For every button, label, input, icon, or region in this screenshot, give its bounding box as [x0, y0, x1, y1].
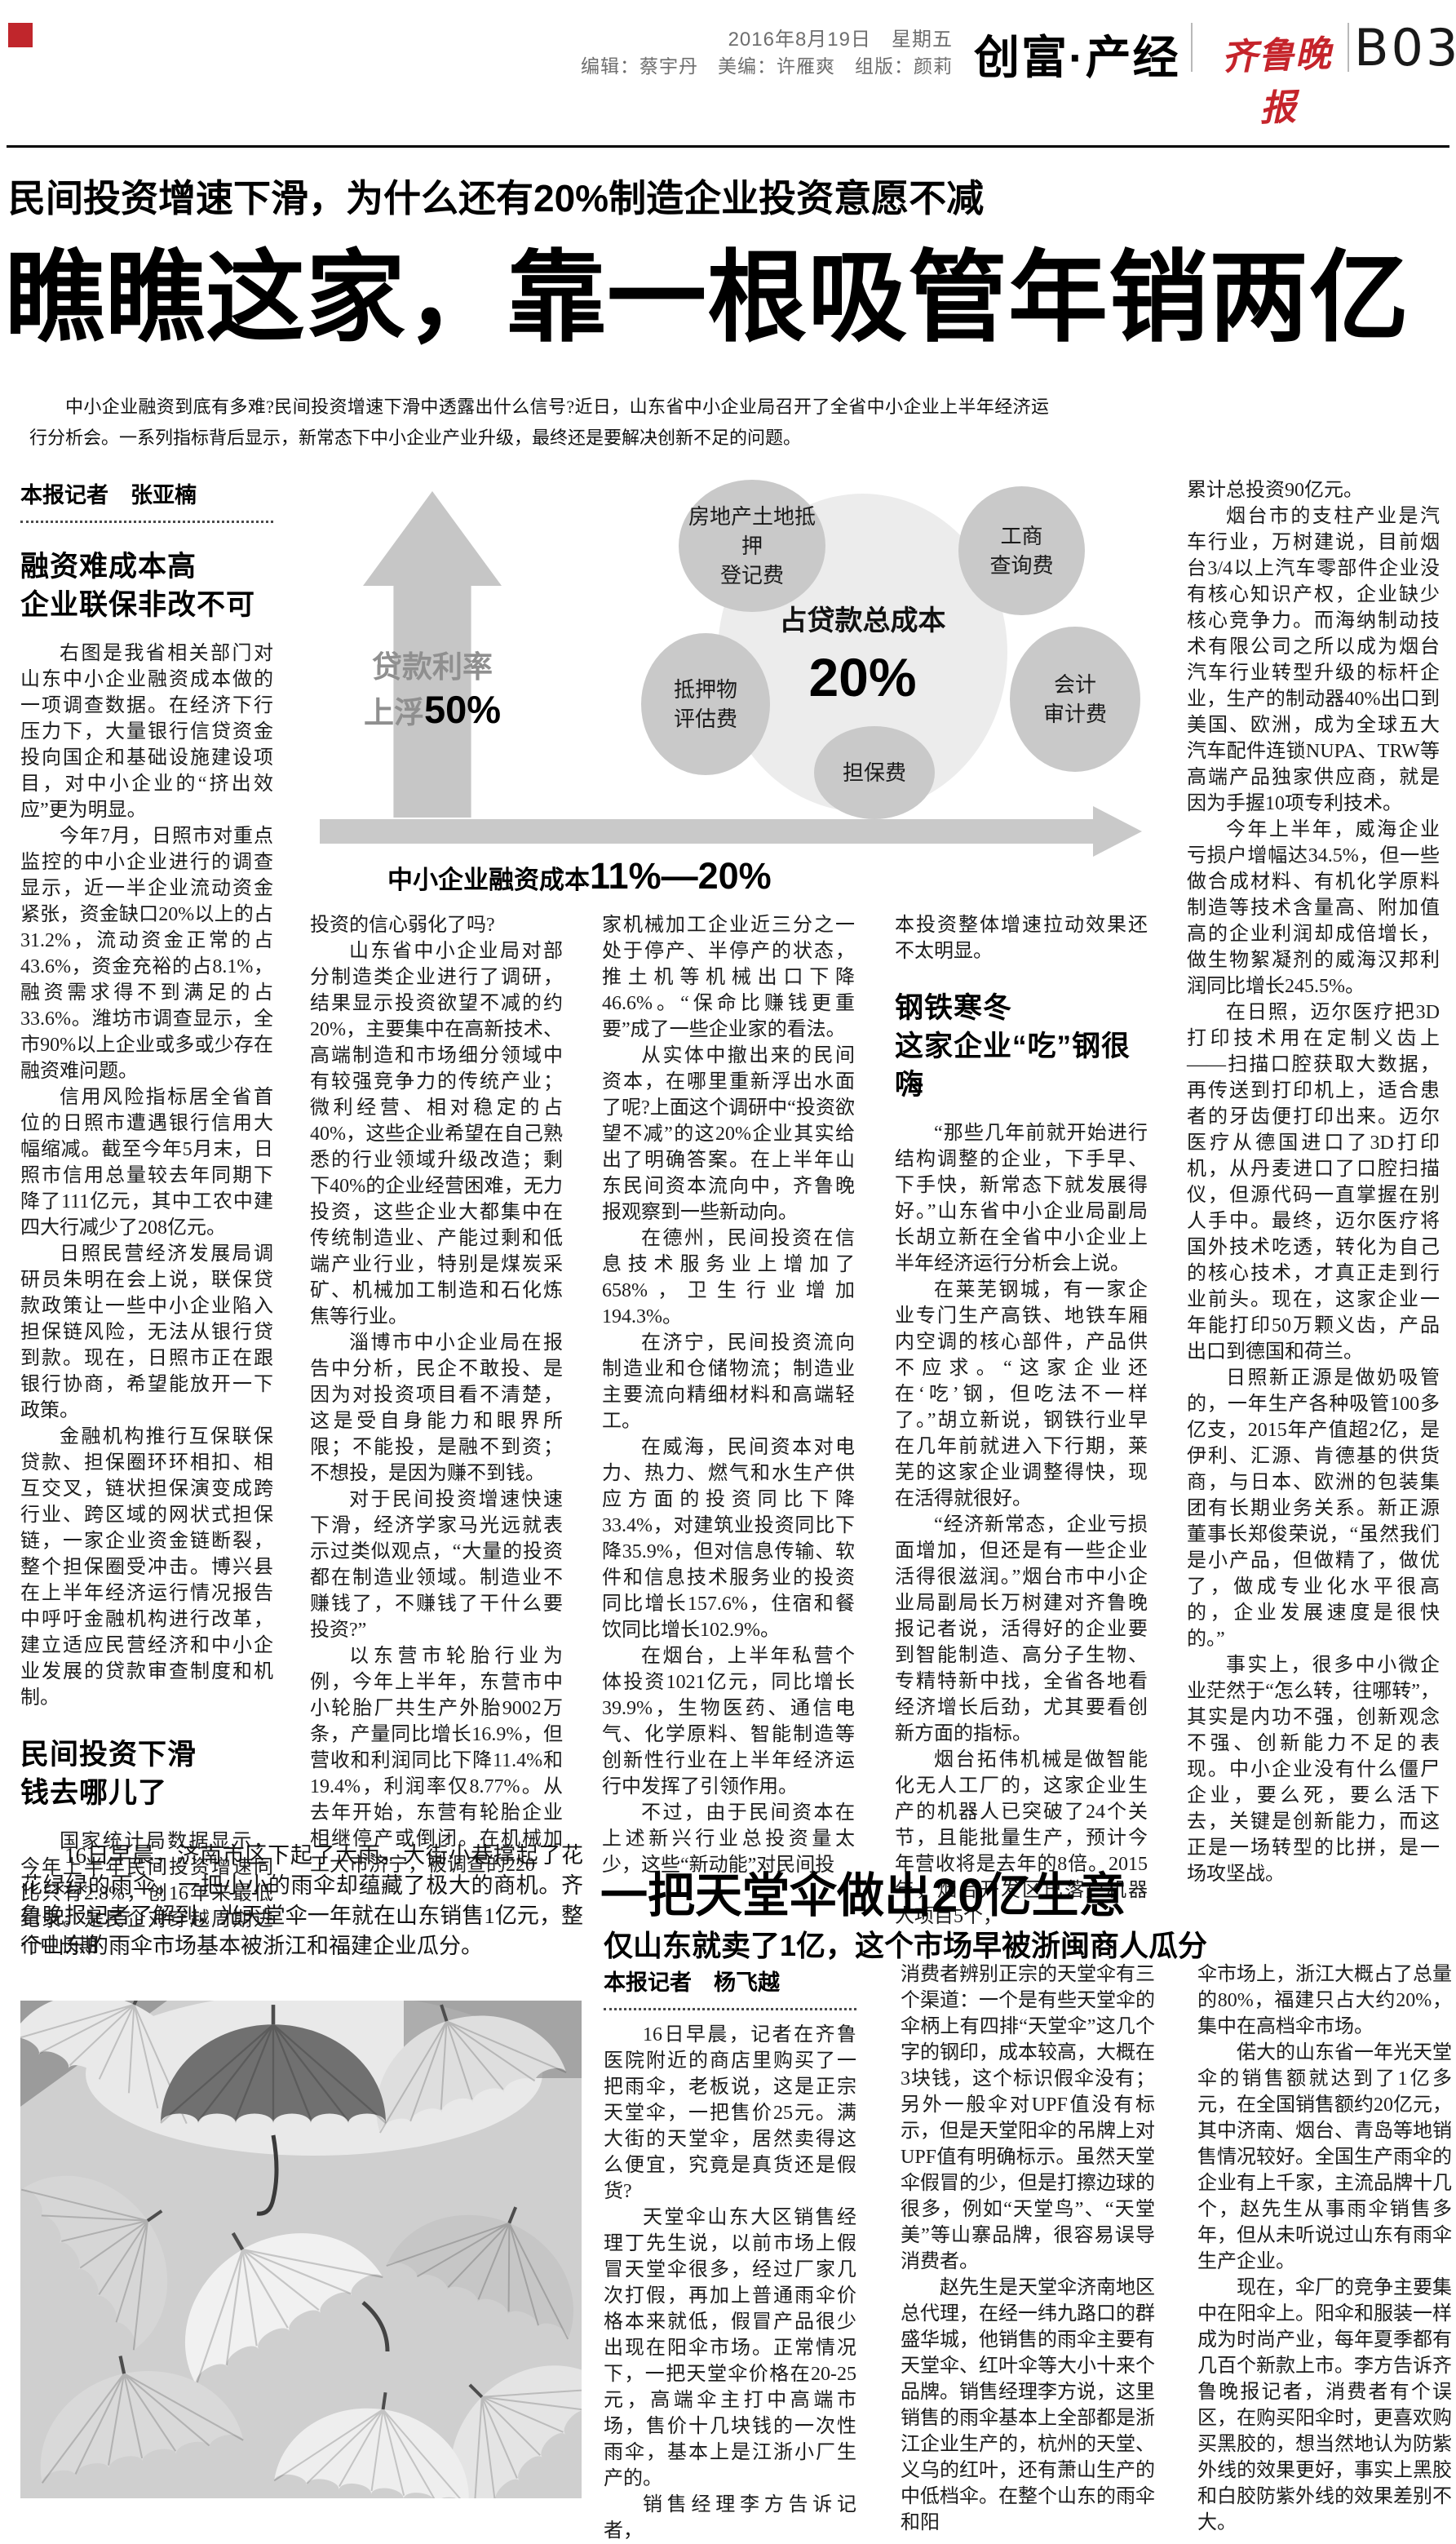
- caption-label: 中小企业融资成本: [387, 866, 590, 894]
- umbrella-photo-graphic: [20, 2001, 582, 2498]
- fee-bubble-collateral-appraisal: 抵押物 评估费: [641, 633, 770, 775]
- paragraph: 国家统计局数据显示，今年上半年民间投资增速同比只有2.8%，创16年来最低纪录。…: [20, 1831, 273, 1957]
- paragraph: 本投资整体增速拉动效果还不太明显。: [895, 915, 1148, 962]
- story2-column-1: 16日早晨，记者在齐鲁医院附近的商店里购买了一把雨伞，老板说，这是正宗天堂伞，一…: [604, 2022, 856, 2544]
- masthead-divider: [1348, 23, 1349, 72]
- masthead-date: 2016年8月19日 星期五: [728, 29, 953, 51]
- paragraph: 现在，伞厂的竞争主要集中在阳伞上。阳伞和服装一样成为时尚产业，每年夏季都有几百个…: [1197, 2277, 1452, 2533]
- paragraph: “那些几年前就开始进行结构调整的企业，下手早、下手快，新常态下就发展得好。”山东…: [895, 1123, 1148, 1274]
- story1-subhead-financing: 融资难成本高 企业联保非改不可: [20, 551, 256, 621]
- story1-column-4: 本投资整体增速拉动效果还不太明显。 钢铁寒冬 这家企业“吃”钢很嗨 “那些几年前…: [895, 912, 1148, 1930]
- caption-value: 11%—20%: [590, 855, 772, 897]
- story1-subhead-steel: 钢铁寒冬 这家企业“吃”钢很嗨: [895, 992, 1131, 1101]
- paragraph: 对于民间投资增速快速下滑，经济学家马光远就表示过类似观点，“大量的投资都在制造业…: [310, 1489, 563, 1641]
- masthead-staff: 编辑：蔡宇丹 美编：许雁爽 组版：颜莉: [581, 55, 953, 77]
- masthead-divider: [1191, 23, 1193, 72]
- paper-logo: 齐鲁晚报: [1220, 33, 1333, 129]
- paragraph: 在威海，民间资本对电力、热力、燃气和水生产供应方面的投资同比下降33.4%，对建…: [602, 1437, 855, 1641]
- paragraph: 累计总投资90亿元。: [1187, 480, 1363, 501]
- story1-column-2: 投资的信心弱化了吗? 山东省中小企业局对部分制造类企业进行了调研，结果显示投资欲…: [310, 912, 563, 1878]
- paragraph: 日照民营经济发展局调研员朱明在会上说，联保贷款政策让一些中小企业陷入担保链风险，…: [20, 1243, 273, 1421]
- fee-bubble-business-query: 工商 查询费: [958, 486, 1085, 615]
- lead-intro: 中小企业融资到底有多难?民间投资增速下滑中透露出什么信号?近日，山东省中小企业局…: [29, 397, 1049, 448]
- paragraph: 信用风险指标居全省首位的日照市遭遇银行信用大幅缩减。截至今年5月末，日照市信用总…: [20, 1087, 273, 1239]
- paragraph: 日照新正源是做奶吸管的，一年生产各种吸管100多亿支，2015年产值超2亿，是伊…: [1187, 1367, 1440, 1650]
- masthead-rule: [7, 145, 1449, 148]
- total-cost-label: 占贷款总成本: [779, 605, 946, 636]
- paragraph: 天堂伞山东大区销售经理丁先生说，以前市场上假冒天堂伞很多，经过厂家几次打假，再加…: [604, 2207, 856, 2489]
- paragraph: 以东营市轮胎行业为例，今年上半年，东营市中小轮胎厂共生产外胎9002万条，产量同…: [310, 1646, 563, 1876]
- paragraph: 在德州，民间投资在信息技术服务业上增加了658%，卫生行业增加194.3%。: [602, 1228, 855, 1327]
- page-number: B03: [1354, 18, 1456, 78]
- paragraph: 消费者辨别正宗的天堂伞有三个渠道：一个是有些天堂伞的伞柄上有四排“天堂伞”这几个…: [901, 1964, 1155, 2272]
- paragraph: 不过，由于民间资本在上述新兴行业总投资量太少，这些“新动能”对民间投: [602, 1802, 855, 1876]
- main-headline: 瞧瞧这家，靠一根吸管年销两亿: [5, 242, 1410, 353]
- story2-subhead: 仅山东就卖了1亿，这个市场早被浙闽商人瓜分: [604, 1929, 1208, 1962]
- paragraph: “经济新常态，企业亏损面增加，但还是有一些企业活得很滋润。”烟台市中小企业局副局…: [895, 1514, 1148, 1744]
- paragraph: 山东省中小企业局对部分制造类企业进行了调研，结果显示投资欲望不减的约20%，主要…: [310, 941, 563, 1327]
- infographic-caption: 中小企业融资成本11%—20%: [387, 855, 772, 897]
- paragraph: 在莱芜钢城，有一家企业专门生产高铁、地铁车厢内空调的核心部件，产品供不应求。“这…: [895, 1279, 1148, 1509]
- paragraph: 事实上，很多中小微企业茫然于“怎么转，往哪转”，其实是内功不强，创新观念不强、创…: [1187, 1655, 1440, 1885]
- paragraph: 伞市场上，浙江大概占了总量的80%，福建只占大约20%，集中在高档伞市场。: [1197, 1964, 1452, 2037]
- paragraph: 淄博市中小企业局在报告中分析，民企不敢投、是因为对投资项目看不清楚，这是受自身能…: [310, 1332, 563, 1484]
- paragraph: 偌大的山东省一年光天堂伞的销售额就达到了1亿多元，在全国销售额约20亿元，其中济…: [1197, 2042, 1452, 2272]
- paragraph: 赵先生是天堂伞济南地区总代理，在经一纬九路口的群盛华城，他销售的雨伞主要有天堂伞…: [901, 2277, 1155, 2533]
- paragraph: 在日照，迈尔医疗把3D打印技术用在定制义齿上——扫描口腔获取大数据，再传送到打印…: [1187, 1002, 1440, 1363]
- story2-column-3: 伞市场上，浙江大概占了总量的80%，福建只占大约20%，集中在高档伞市场。 偌大…: [1197, 1961, 1452, 2536]
- story2-byline: 本报记者 杨飞越: [604, 1965, 856, 2010]
- masthead-red-square: [8, 23, 33, 47]
- fee-bubble-registration: 房地产土地抵押 登记费: [679, 480, 825, 612]
- loan-rate-label: 贷款利率 上浮50%: [318, 646, 547, 734]
- umbrella-photo: [20, 2001, 582, 2498]
- paragraph: 右图是我省相关部门对山东中小企业融资成本做的一项调查数据。在经济下行压力下，大量…: [20, 643, 273, 821]
- paragraph: 烟台拓伟机械是做智能化无人工厂的，这家企业生产的机器人已突破了24个关节，且能批…: [895, 1749, 1148, 1927]
- story2-headline: 一把天堂伞做出20亿生意: [600, 1869, 1126, 1922]
- paragraph: 16日早晨，记者在齐鲁医院附近的商店里购买了一把雨伞，老板说，这是正宗天堂伞，一…: [604, 2024, 856, 2202]
- paragraph: 在济宁，民间投资流向制造业和仓储物流；制造业主要流向精细材料和高端轻工。: [602, 1332, 855, 1432]
- kicker: 民间投资增速下滑，为什么还有20%制造企业投资意愿不减: [8, 177, 985, 219]
- fee-bubble-guarantee: 担保费: [814, 726, 935, 819]
- paragraph: 今年7月，日照市对重点监控的中小企业进行的调查显示，近一半企业流动资金紧张，资金…: [20, 826, 273, 1082]
- loan-rate-value: 50%: [423, 688, 502, 731]
- paragraph: 今年上半年，威海企业亏损户增幅达34.5%，但一些做合成材料、有机化学原料制造等…: [1187, 819, 1440, 997]
- section-title: 创富·产经: [974, 32, 1180, 83]
- horizontal-arrow-head: [1093, 806, 1142, 857]
- horizontal-arrow-shape: [320, 819, 1095, 844]
- story1-column-1: 本报记者 张亚楠 融资难成本高 企业联保非改不可 右图是我省相关部门对山东中小企…: [20, 477, 273, 1959]
- paragraph: 家机械加工企业近三分之一处于停产、半停产的状态，推土机等机械出口下降46.6%。…: [602, 915, 855, 1040]
- story1-subhead-private-investment: 民间投资下滑 钱去哪儿了: [20, 1739, 197, 1809]
- paragraph: 从实体中撤出来的民间资本，在哪里重新浮出水面了呢?上面这个调研中“投资欲望不减”…: [602, 1045, 855, 1223]
- loan-rate-line1: 贷款利率: [372, 650, 493, 684]
- loan-cost-infographic: 贷款利率 上浮50% 占贷款总成本 20% 房地产土地抵押 登记费 工商 查询费…: [310, 473, 1150, 910]
- loan-rate-prefix: 上浮: [363, 696, 424, 729]
- total-cost-value: 20%: [808, 646, 917, 707]
- paragraph: 在烟台，上半年私营个体投资1021亿元，同比增长39.9%，生物医药、通信电气、…: [602, 1646, 855, 1797]
- paragraph: 金融机构推行互保联保贷款、担保圈环环相扣、相互交叉，链状担保演变成跨行业、跨区域…: [20, 1426, 273, 1709]
- fee-bubble-accounting-audit: 会计 审计费: [1010, 627, 1140, 772]
- story2-column-2: 消费者辨别正宗的天堂伞有三个渠道：一个是有些天堂伞的伞柄上有四排“天堂伞”这几个…: [901, 1961, 1155, 2536]
- paragraph: 烟台市的支柱产业是汽车行业，万树建说，目前烟台3/4以上汽车零部件企业没有核心知…: [1187, 506, 1440, 814]
- story1-column-3: 家机械加工企业近三分之一处于停产、半停产的状态，推土机等机械出口下降46.6%。…: [602, 912, 855, 1878]
- paragraph: 销售经理李方告诉记者，: [604, 2494, 856, 2542]
- paragraph: 投资的信心弱化了吗?: [310, 915, 495, 936]
- story1-byline: 本报记者 张亚楠: [20, 477, 273, 523]
- story1-column-5: 累计总投资90亿元。 烟台市的支柱产业是汽车行业，万树建说，目前烟台3/4以上汽…: [1187, 477, 1440, 1887]
- story2-lead-intro: 16日早晨，济南市区下起了大雨，大街小巷撑起了花花绿绿的雨伞。一把小小的雨伞却蕴…: [20, 1843, 583, 1958]
